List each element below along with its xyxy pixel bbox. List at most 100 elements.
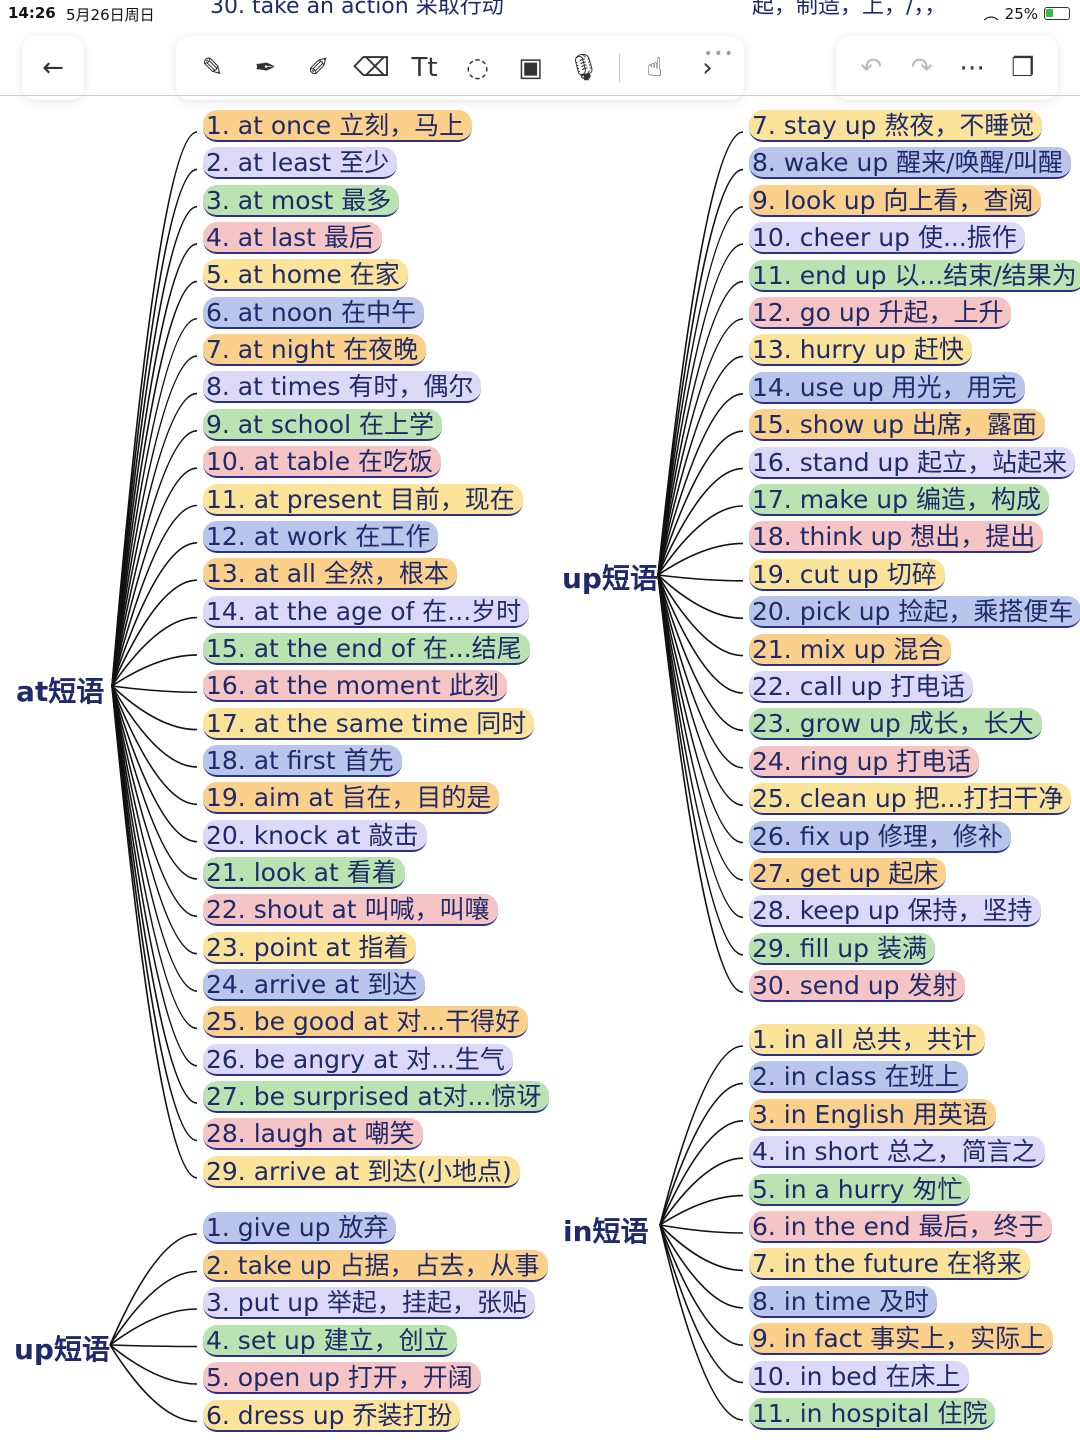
eraser-icon[interactable]: ⌫: [353, 53, 390, 83]
connector-line: [659, 1194, 744, 1226]
connector-line: [109, 1270, 198, 1346]
phrase-item-up-left-3: 3. put up 举起，挂起，张贴: [203, 1287, 535, 1319]
drag-handle[interactable]: •••: [704, 46, 735, 62]
connector-line: [657, 574, 744, 993]
phrase-item-at-13: 13. at all 全然，根本: [203, 558, 457, 591]
phrase-item-at-7: 7. at night 在夜晚: [203, 334, 427, 367]
phrase-item-in-8: 8. in time 及时: [749, 1285, 937, 1318]
microphone-icon[interactable]: 🎙: [566, 53, 600, 83]
phrase-item-up-right-8: 14. use up 用光，用完: [749, 371, 1025, 404]
connector-line: [657, 206, 744, 576]
phrase-item-at-11: 11. at present 目前，现在: [203, 483, 523, 516]
phrase-item-at-9: 9. at school 在上学: [203, 408, 442, 441]
battery-percent: 25%: [1004, 4, 1038, 23]
connector-line: [659, 1045, 744, 1226]
phrase-item-at-27: 27. be surprised at对...惊讶: [203, 1081, 550, 1114]
connector-line: [111, 654, 198, 687]
connector-line: [657, 574, 744, 881]
phrase-item-up-left-5: 5. open up 打开，开阔: [203, 1362, 481, 1394]
connector-line: [111, 685, 198, 992]
connector-line: [111, 355, 198, 687]
phrase-item-at-23: 23. point at 指着: [203, 931, 417, 964]
connector-line: [659, 1224, 744, 1272]
connector-line: [657, 393, 744, 576]
phrase-item-in-9: 9. in fact 事实上，实际上: [749, 1323, 1054, 1356]
phrase-item-in-2: 2. in class 在班上: [749, 1061, 968, 1094]
connector-line: [111, 579, 198, 687]
pages-icon[interactable]: ❐: [1011, 53, 1035, 83]
phrase-item-up-right-10: 16. stand up 起立，站起来: [749, 446, 1076, 479]
connector-line: [109, 1233, 198, 1346]
wifi-icon: ︵: [983, 5, 999, 23]
connector-line: [657, 505, 744, 576]
phrase-item-up-right-12: 18. think up 想出，提出: [749, 521, 1044, 554]
phrase-item-at-18: 18. at first 首先: [203, 744, 402, 777]
connector-line: [657, 168, 744, 576]
phrase-item-up-right-1: 7. stay up 熬夜，不睡觉: [749, 110, 1043, 142]
connector-line: [111, 430, 198, 687]
connector-line: [111, 131, 198, 687]
phrase-item-up-right-2: 8. wake up 醒来/唤醒/叫醒: [749, 147, 1071, 180]
hand-pointer-icon[interactable]: ☝: [646, 53, 663, 83]
connector-line: [657, 467, 744, 576]
connector-line: [657, 574, 744, 732]
phrase-item-up-right-20: 26. fix up 修理，修补: [749, 820, 1011, 853]
phrase-item-at-29: 29. arrive at 到达(小地点): [203, 1155, 520, 1188]
connector-line: [659, 1157, 744, 1226]
connector-line: [659, 1224, 744, 1384]
redo-icon[interactable]: ↷: [910, 53, 933, 83]
phrase-item-at-17: 17. at the same time 同时: [203, 707, 535, 740]
clipped-note-left: 30. take an action 采取行动: [210, 0, 504, 19]
connector-line: [657, 243, 744, 576]
phrase-item-up-right-24: 30. send up 发射: [749, 970, 966, 1003]
phrase-item-at-20: 20. knock at 敲击: [203, 819, 427, 852]
phrase-item-up-right-3: 9. look up 向上看，查阅: [749, 184, 1042, 217]
back-button[interactable]: ←: [22, 36, 84, 100]
connector-line: [109, 1344, 198, 1423]
image-icon[interactable]: ▣: [518, 53, 543, 83]
connector-line: [111, 685, 198, 843]
phrase-item-up-right-19: 25. clean up 把...打扫干净: [749, 783, 1072, 816]
connector-line: [111, 685, 198, 694]
connector-line: [111, 467, 198, 687]
connector-line: [657, 574, 744, 582]
more-options-icon[interactable]: ⋯: [959, 53, 986, 83]
chevron-right-icon[interactable]: ›: [702, 53, 713, 83]
connector-line: [657, 430, 744, 576]
connector-line: [111, 685, 198, 1104]
phrase-item-in-6: 6. in the end 最后，终于: [749, 1211, 1052, 1243]
connector-line: [111, 685, 198, 880]
pencil-icon[interactable]: ✎: [201, 53, 224, 83]
status-bar: 14:26 5月26日周日 ︵ 25%: [0, 0, 1080, 26]
connector-line: [111, 685, 198, 731]
toolbar-divider: [618, 53, 620, 83]
phrase-item-up-right-5: 11. end up 以...结束/结果为: [749, 259, 1080, 292]
undo-icon[interactable]: ↶: [860, 53, 883, 83]
phrase-item-up-right-9: 15. show up 出席，露面: [749, 409, 1045, 442]
text-tool-icon[interactable]: Tt: [411, 53, 438, 83]
pen-icon[interactable]: ✒: [254, 53, 277, 83]
phrase-item-at-5: 5. at home 在家: [203, 259, 408, 292]
connector-line: [657, 574, 744, 619]
connector-line: [111, 685, 198, 1030]
phrase-item-up-left-6: 6. dress up 乔装打扮: [203, 1399, 461, 1432]
highlighter-icon[interactable]: ✐: [307, 53, 330, 83]
connector-line: [657, 574, 744, 956]
connector-line: [659, 1224, 744, 1346]
page-top-rule: [0, 95, 1080, 96]
connector-line: [659, 1082, 744, 1226]
phrase-item-at-15: 15. at the end of 在...结尾: [203, 632, 530, 665]
drawing-tools: ••• ✎ ✒ ✐ ⌫ Tt ◌ ▣ 🎙 ☝ ›: [176, 36, 744, 100]
clipped-note-right: 起，制造，上，/，，: [752, 0, 947, 19]
phrase-item-in-3: 3. in English 用英语: [749, 1098, 996, 1131]
connector-line: [111, 542, 198, 687]
phrase-item-up-left-2: 2. take up 占据，占去，从事: [203, 1249, 548, 1282]
phrase-item-in-10: 10. in bed 在床上: [749, 1360, 969, 1393]
lasso-icon[interactable]: ◌: [466, 53, 489, 83]
document-actions: ↶ ↷ ⋯ ❐: [836, 36, 1058, 100]
phrase-item-at-22: 22. shout at 叫喊，叫嚷: [203, 894, 498, 927]
connector-line: [111, 685, 198, 918]
connector-line: [111, 317, 198, 687]
connector-line: [111, 685, 198, 768]
status-time: 14:26: [8, 4, 56, 22]
